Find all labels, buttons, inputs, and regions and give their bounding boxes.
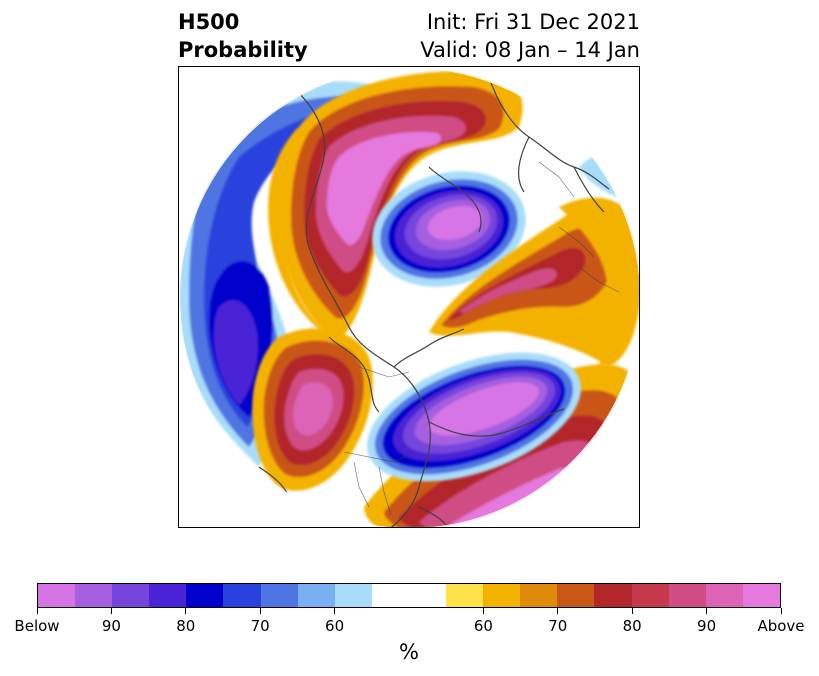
colorbar-tick-label: 80	[622, 617, 642, 635]
colorbar-swatch	[408, 584, 447, 607]
region-siberia-trough	[372, 171, 526, 287]
colorbar-swatch	[446, 584, 484, 607]
colorbar-tick-label: 70	[548, 617, 568, 635]
colorbar-swatch	[223, 584, 261, 607]
colorbar	[37, 583, 781, 608]
title-variable: H500	[178, 10, 240, 34]
colorbar-swatch	[631, 584, 669, 607]
borders	[343, 161, 620, 516]
title-product: Probability	[178, 38, 308, 62]
colorbar-swatch	[594, 584, 632, 607]
colorbar-tick-label: 70	[250, 617, 270, 635]
probability-map	[179, 67, 639, 527]
colorbar-swatch	[38, 584, 76, 607]
colorbar-swatch	[297, 584, 335, 607]
colorbar-tick-label: 60	[473, 617, 493, 635]
colorbar-swatch	[75, 584, 113, 607]
init-date: Init: Fri 31 Dec 2021	[426, 10, 640, 34]
region-canada-trough	[367, 352, 581, 482]
colorbar-tick-label: 80	[176, 617, 196, 635]
colorbar-tick	[110, 608, 112, 614]
region-arctic-ridge	[279, 71, 523, 339]
map-edge	[179, 67, 639, 527]
map-title-left: H500 Probability	[178, 8, 308, 64]
colorbar-tick-label: 60	[325, 617, 345, 635]
colorbar-swatch	[334, 584, 372, 607]
colorbar-tick	[482, 608, 484, 614]
colorbar-swatch	[668, 584, 706, 607]
colorbar-tick-label: Above	[757, 617, 805, 635]
colorbar-tick	[557, 608, 559, 614]
colorbar-swatch	[260, 584, 298, 607]
colorbar-tick	[780, 608, 782, 614]
valid-range: Valid: 08 Jan – 14 Jan	[420, 38, 640, 62]
colorbar-tick-label: Below	[14, 617, 60, 635]
region-namerica-ridge	[252, 328, 373, 491]
colorbar-swatch	[557, 584, 595, 607]
colorbar-swatch	[742, 584, 780, 607]
colorbar-tick-label: 90	[697, 617, 717, 635]
colorbar-swatch	[149, 584, 187, 607]
colorbar-swatch	[483, 584, 521, 607]
colorbar-tick-label: 90	[101, 617, 121, 635]
colorbar-tick	[185, 608, 187, 614]
colorbar-swatch	[520, 584, 558, 607]
region-pacific-ridge	[268, 127, 329, 337]
colorbar-swatch	[112, 584, 150, 607]
coastlines	[258, 76, 610, 527]
colorbar-swatch	[371, 584, 409, 607]
colorbar-swatch	[186, 584, 224, 607]
colorbar-tick	[259, 608, 261, 614]
colorbar-tick	[706, 608, 708, 614]
colorbar-tick	[36, 608, 38, 614]
colorbar-unit-label: %	[399, 640, 419, 664]
map-title-right: Init: Fri 31 Dec 2021 Valid: 08 Jan – 14…	[420, 8, 640, 64]
colorbar-swatch	[705, 584, 743, 607]
region-eurasia-ridge	[429, 201, 639, 367]
map-panel	[178, 66, 640, 528]
colorbar-tick	[334, 608, 336, 614]
colorbar-tick	[631, 608, 633, 614]
